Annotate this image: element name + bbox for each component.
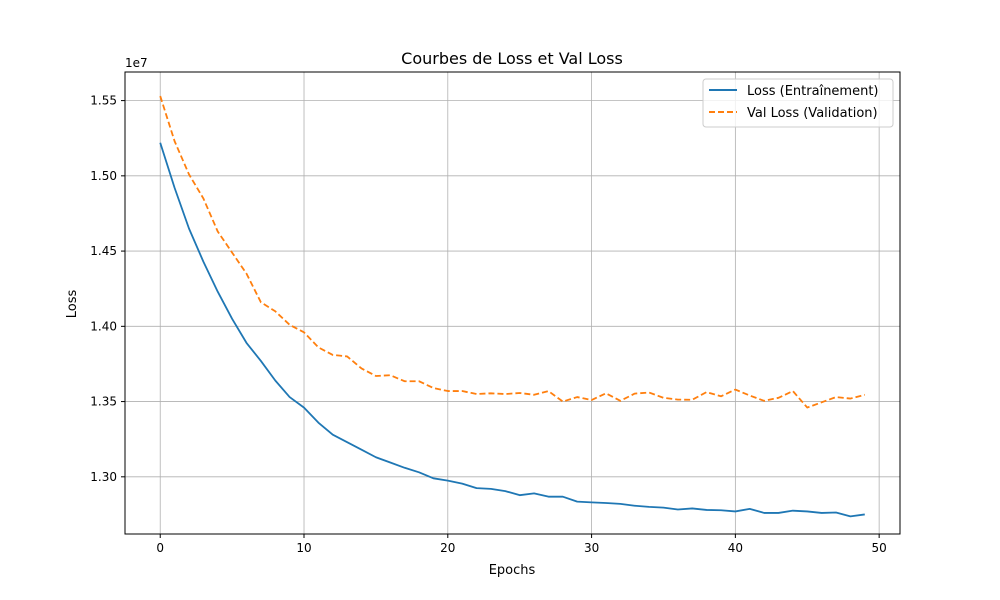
val-loss-series-line (159, 95, 865, 409)
y-tick-label: 1.35 (90, 395, 117, 409)
y-axis-offset-text: 1e7 (125, 56, 148, 70)
legend: Loss (Entraînement) Val Loss (Validation… (702, 78, 894, 128)
plot-frame (124, 71, 901, 535)
x-tick-label: 0 (156, 541, 164, 555)
legend-label-loss: Loss (Entraînement) (747, 84, 879, 99)
y-tick-label: 1.40 (90, 319, 117, 333)
y-axis-ticks: 1.30 1.35 1.40 1.45 1.50 1.55 (90, 94, 125, 484)
grid-lines (125, 72, 900, 534)
x-axis-ticks: 0 10 20 30 40 50 (156, 534, 887, 555)
y-axis-label: Loss (65, 290, 80, 319)
series-lines (159, 95, 865, 518)
x-tick-label: 10 (296, 541, 311, 555)
loss-series-line (159, 142, 865, 518)
y-tick-label: 1.50 (90, 169, 117, 183)
legend-box (702, 78, 894, 128)
x-axis-label: Epochs (489, 563, 536, 578)
x-tick-label: 50 (872, 541, 887, 555)
y-tick-label: 1.30 (90, 470, 117, 484)
legend-label-val-loss: Val Loss (Validation) (747, 106, 878, 121)
y-tick-label: 1.45 (90, 244, 117, 258)
x-tick-label: 40 (728, 541, 743, 555)
x-tick-label: 30 (584, 541, 599, 555)
x-tick-label: 20 (440, 541, 455, 555)
y-tick-label: 1.55 (90, 94, 117, 108)
chart-title: Courbes de Loss et Val Loss (401, 49, 623, 68)
